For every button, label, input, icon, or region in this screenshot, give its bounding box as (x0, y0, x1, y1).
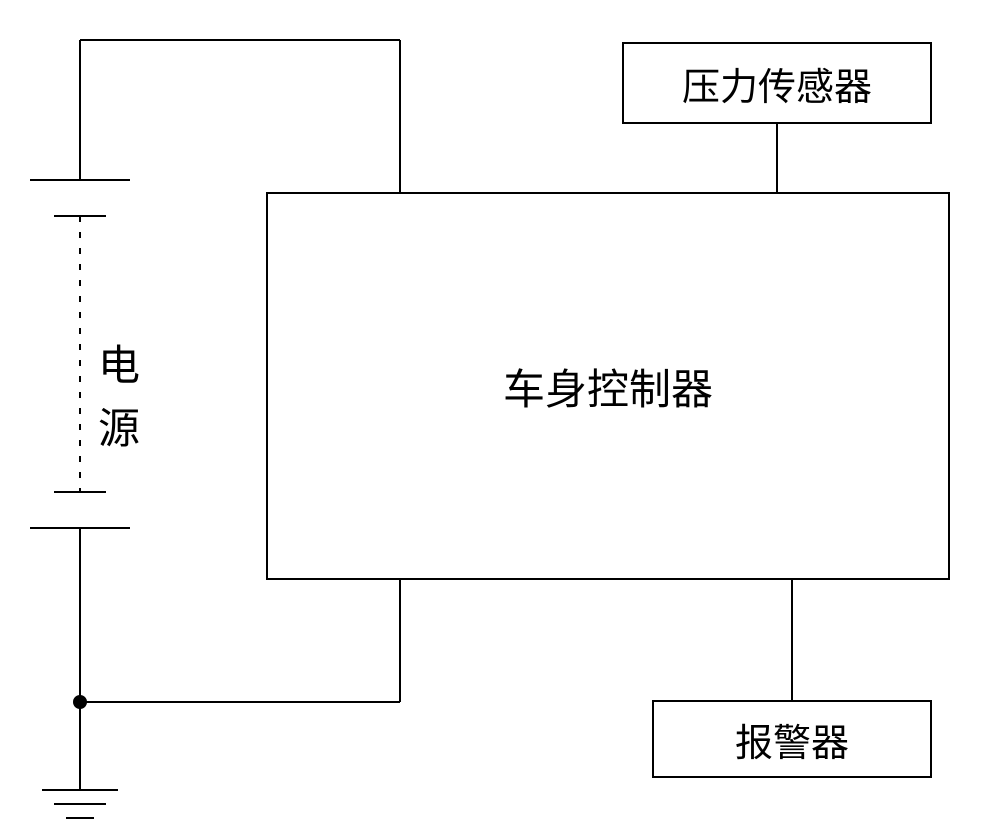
pressure-sensor-block: 压力传感器 (622, 42, 932, 124)
pressure-sensor-label: 压力传感器 (682, 56, 872, 111)
body-controller-block: 车身控制器 (266, 192, 950, 580)
alarm-block: 报警器 (652, 700, 932, 778)
power-source-label: 电 源 (98, 336, 140, 462)
diagram-canvas: 压力传感器 车身控制器 报警器 电 源 (0, 0, 1000, 822)
body-controller-label: 车身控制器 (503, 356, 713, 417)
power-char-1: 电 (98, 336, 140, 399)
power-char-2: 源 (98, 399, 140, 462)
alarm-label: 报警器 (735, 712, 849, 767)
